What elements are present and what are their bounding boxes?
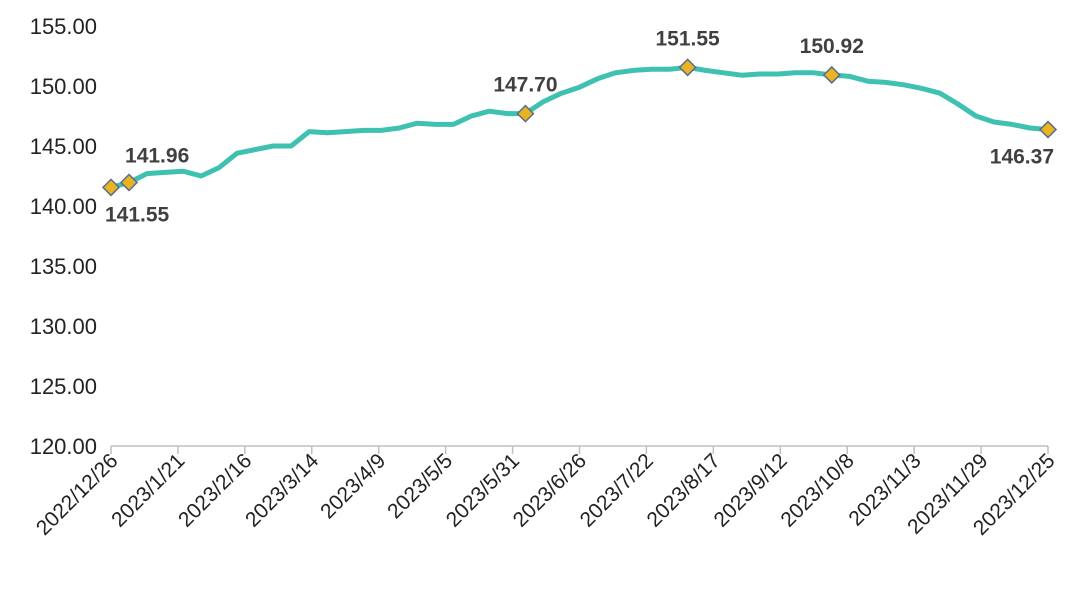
x-tick-label: 2023/10/8 bbox=[776, 449, 858, 531]
data-label: 151.55 bbox=[655, 27, 720, 50]
y-tick-label: 130.00 bbox=[30, 314, 97, 339]
data-point-marker bbox=[516, 104, 535, 123]
y-tick-label: 155.00 bbox=[30, 14, 97, 39]
data-label-group: 141.55 141.96 147.70 151.55 150.92 146.37 bbox=[105, 27, 1054, 226]
y-tick-label: 145.00 bbox=[30, 134, 97, 159]
x-axis: 2022/12/262023/1/212023/2/162023/3/14202… bbox=[32, 445, 1060, 540]
data-point-marker bbox=[101, 178, 121, 197]
y-tick-label: 135.00 bbox=[30, 254, 97, 279]
data-label: 146.37 bbox=[990, 146, 1054, 169]
y-tick-label: 120.00 bbox=[30, 434, 97, 459]
series-line bbox=[108, 64, 1051, 190]
x-tick-label: 2023/3/14 bbox=[241, 449, 324, 532]
data-point-marker bbox=[822, 65, 841, 85]
y-tick-label: 125.00 bbox=[30, 374, 97, 399]
series-group bbox=[108, 64, 1051, 190]
data-label: 147.70 bbox=[493, 74, 557, 97]
data-label: 150.92 bbox=[800, 35, 864, 58]
data-label: 141.55 bbox=[105, 203, 170, 226]
x-tick-label: 2022/12/26 bbox=[32, 449, 123, 540]
x-tick-label: 2023/4/9 bbox=[316, 449, 390, 523]
y-tick-label: 140.00 bbox=[30, 194, 97, 219]
y-axis: 120.00 125.00 130.00 135.00 140.00 145.00 150.… bbox=[30, 14, 97, 459]
y-tick-label: 150.00 bbox=[30, 74, 97, 99]
data-point-marker bbox=[119, 173, 139, 192]
data-point-marker bbox=[678, 58, 697, 77]
data-label: 141.96 bbox=[125, 144, 189, 167]
marker-group bbox=[101, 58, 1058, 197]
data-point-marker bbox=[1038, 120, 1058, 139]
